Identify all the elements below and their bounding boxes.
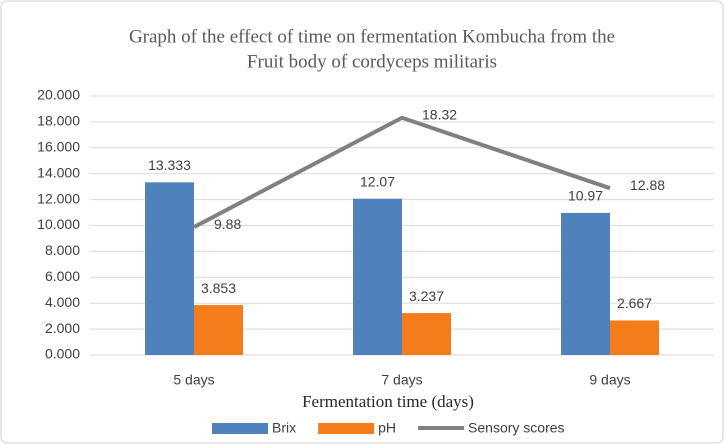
- legend-label: Sensory scores: [468, 420, 564, 436]
- data-label: 13.333: [148, 157, 191, 173]
- y-tick-label: 20.000: [37, 87, 80, 103]
- legend-label: pH: [378, 420, 396, 436]
- bar: [402, 313, 451, 355]
- data-label: 10.97: [568, 188, 603, 204]
- legend-swatch: [318, 423, 375, 434]
- y-tick-label: 8.000: [45, 242, 80, 258]
- chart-title: Graph of the effect of time on fermentat…: [129, 26, 615, 47]
- x-tick-label: 5 days: [173, 372, 214, 388]
- bar: [561, 212, 610, 355]
- y-tick-label: 14.000: [37, 164, 80, 180]
- bar: [145, 182, 194, 355]
- y-tick-label: 6.000: [45, 268, 80, 284]
- x-tick-label: 7 days: [381, 372, 422, 388]
- y-tick-label: 12.000: [37, 190, 80, 206]
- x-tick-label: 9 days: [589, 372, 630, 388]
- data-label: 9.88: [214, 216, 241, 232]
- bar: [353, 198, 402, 355]
- bar: [610, 320, 659, 355]
- data-label: 18.32: [422, 106, 457, 122]
- data-label: 12.88: [630, 177, 665, 193]
- y-tick-label: 16.000: [37, 139, 80, 155]
- data-label: 12.07: [360, 173, 395, 189]
- data-label: 3.853: [201, 280, 236, 296]
- chart-title: Fruit body of cordyceps militaris: [247, 51, 497, 72]
- x-axis-label: Fermentation time (days): [302, 392, 474, 411]
- y-tick-label: 0.000: [45, 346, 80, 362]
- legend-label: Brix: [272, 420, 296, 436]
- y-tick-label: 18.000: [37, 113, 80, 129]
- bar: [194, 305, 243, 355]
- y-tick-label: 10.000: [37, 216, 80, 232]
- y-tick-label: 2.000: [45, 320, 80, 336]
- data-label: 2.667: [617, 295, 652, 311]
- data-label: 3.237: [409, 288, 444, 304]
- line: [193, 115, 611, 229]
- y-tick-label: 4.000: [45, 294, 80, 310]
- legend-swatch: [212, 423, 268, 434]
